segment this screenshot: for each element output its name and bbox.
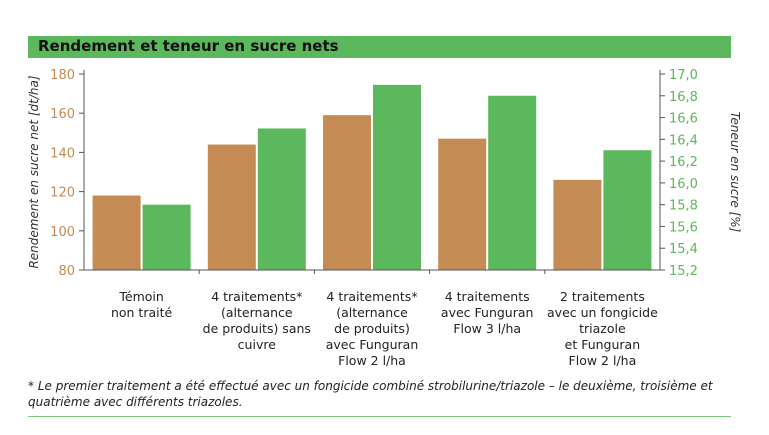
right-tick-label: 15,8 xyxy=(669,199,698,214)
left-tick-label: 80 xyxy=(58,264,75,279)
right-tick-label: 16,0 xyxy=(669,177,698,192)
left-tick-label: 160 xyxy=(50,107,75,122)
footnote: * Le premier traitement a été effectué a… xyxy=(28,379,713,409)
title-bar: Rendement et teneur en sucre nets xyxy=(28,36,731,58)
bar-yield xyxy=(207,144,256,270)
category-label: 4 traitements avec Funguran Flow 3 l/ha xyxy=(441,289,534,336)
y-axis-label: Rendement en sucre net [dt/ha] xyxy=(27,75,41,268)
chart-title: Rendement et teneur en sucre nets xyxy=(38,37,339,55)
left-tick-label: 100 xyxy=(50,225,75,240)
y2-axis-label: Teneur en sucre [%] xyxy=(728,112,742,233)
right-tick-label: 16,8 xyxy=(669,90,698,105)
category-label: 4 traitements* (alternance de produits) sa… xyxy=(203,289,311,352)
bar-yield xyxy=(553,179,602,270)
right-tick-label: 16,4 xyxy=(669,133,698,148)
right-tick-label: 17,0 xyxy=(669,68,698,83)
category-label: Témoin non traité xyxy=(111,289,173,320)
right-tick-label: 16,6 xyxy=(669,112,698,127)
category-label: 4 traitements* (alternance de produits) ave… xyxy=(326,289,419,368)
right-tick-label: 15,6 xyxy=(669,220,698,235)
right-tick-label: 15,4 xyxy=(669,242,698,257)
left-tick-label: 140 xyxy=(50,146,75,161)
bar-sugar-content xyxy=(373,84,421,270)
left-tick-label: 180 xyxy=(50,68,75,83)
category-label: 2 traitements avec un fongicide triazole et… xyxy=(547,289,658,368)
bar-sugar-content xyxy=(603,150,652,270)
bar-yield xyxy=(438,138,487,270)
bar-sugar-content xyxy=(488,95,537,271)
right-tick-label: 16,2 xyxy=(669,155,698,170)
left-tick-label: 120 xyxy=(50,186,75,201)
bar-sugar-content xyxy=(257,128,306,270)
bar-yield xyxy=(323,115,371,270)
bar-sugar-content xyxy=(142,204,191,270)
bottom-rule xyxy=(28,416,731,417)
bar-yield xyxy=(92,195,141,270)
right-tick-label: 15,2 xyxy=(669,264,698,279)
